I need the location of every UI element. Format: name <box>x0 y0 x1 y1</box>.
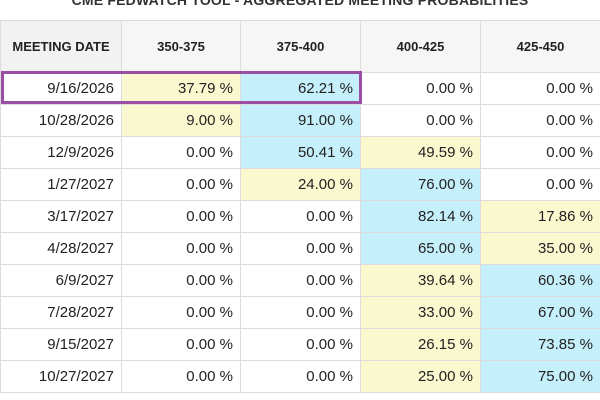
probability-cell: 65.00 % <box>360 232 481 265</box>
probability-cell: 33.00 % <box>360 296 481 329</box>
table-row[interactable]: 3/17/2027 0.00 % 0.00 % 82.14 % 17.86 % <box>0 200 600 233</box>
probability-cell: 60.36 % <box>480 264 600 297</box>
probability-cell: 0.00 % <box>121 168 241 201</box>
table-row[interactable]: 10/27/2027 0.00 % 0.00 % 25.00 % 75.00 % <box>0 360 600 393</box>
probability-cell: 0.00 % <box>121 296 241 329</box>
probability-cell: 0.00 % <box>240 296 361 329</box>
meeting-date-cell: 7/28/2027 <box>0 296 122 329</box>
probability-cell: 24.00 % <box>240 168 361 201</box>
probability-cell: 76.00 % <box>360 168 481 201</box>
column-header-375-400[interactable]: 375-400 <box>240 20 361 73</box>
probability-cell: 0.00 % <box>121 200 241 233</box>
probability-cell: 0.00 % <box>240 232 361 265</box>
probability-cell: 0.00 % <box>480 136 600 169</box>
column-header-350-375[interactable]: 350-375 <box>121 20 241 73</box>
header-row: MEETING DATE 350-375 375-400 400-425 425… <box>0 20 600 73</box>
probability-cell: 0.00 % <box>480 72 600 105</box>
probability-cell: 0.00 % <box>240 328 361 361</box>
table-row[interactable]: 9/15/2027 0.00 % 0.00 % 26.15 % 73.85 % <box>0 328 600 361</box>
probability-cell: 0.00 % <box>121 360 241 393</box>
meeting-date-cell: 3/17/2027 <box>0 200 122 233</box>
table-row[interactable]: 9/16/2026 37.79 % 62.21 % 0.00 % 0.00 % <box>0 72 600 105</box>
probability-cell: 0.00 % <box>480 168 600 201</box>
probability-cell: 67.00 % <box>480 296 600 329</box>
meeting-date-cell: 10/27/2027 <box>0 360 122 393</box>
probability-cell: 26.15 % <box>360 328 481 361</box>
probability-cell: 0.00 % <box>121 264 241 297</box>
probability-cell: 0.00 % <box>240 264 361 297</box>
probability-cell: 0.00 % <box>240 360 361 393</box>
probability-cell: 91.00 % <box>240 104 361 137</box>
meeting-date-cell: 1/27/2027 <box>0 168 122 201</box>
probability-cell: 50.41 % <box>240 136 361 169</box>
probability-cell: 37.79 % <box>121 72 241 105</box>
probability-cell: 35.00 % <box>480 232 600 265</box>
probability-cell: 0.00 % <box>121 136 241 169</box>
probability-cell: 17.86 % <box>480 200 600 233</box>
meeting-date-cell: 9/16/2026 <box>0 72 122 105</box>
table-row[interactable]: 10/28/2026 9.00 % 91.00 % 0.00 % 0.00 % <box>0 104 600 137</box>
column-header-meeting-date[interactable]: MEETING DATE <box>0 20 122 73</box>
meeting-date-cell: 10/28/2026 <box>0 104 122 137</box>
probability-cell: 82.14 % <box>360 200 481 233</box>
meeting-date-cell: 9/15/2027 <box>0 328 122 361</box>
table-row[interactable]: 7/28/2027 0.00 % 0.00 % 33.00 % 67.00 % <box>0 296 600 329</box>
probability-cell: 73.85 % <box>480 328 600 361</box>
probability-cell: 9.00 % <box>121 104 241 137</box>
meeting-date-cell: 12/9/2026 <box>0 136 122 169</box>
table-title: CME FEDWATCH TOOL - AGGREGATED MEETING P… <box>71 0 529 8</box>
column-header-425-450[interactable]: 425-450 <box>480 20 600 73</box>
probability-cell: 0.00 % <box>360 104 481 137</box>
probability-cell: 0.00 % <box>480 104 600 137</box>
table-row[interactable]: 4/28/2027 0.00 % 0.00 % 65.00 % 35.00 % <box>0 232 600 265</box>
probability-cell: 0.00 % <box>360 72 481 105</box>
probability-cell: 0.00 % <box>121 328 241 361</box>
probabilities-table: MEETING DATE 350-375 375-400 400-425 425… <box>0 20 600 393</box>
probability-cell: 75.00 % <box>480 360 600 393</box>
meeting-date-cell: 6/9/2027 <box>0 264 122 297</box>
meeting-date-cell: 4/28/2027 <box>0 232 122 265</box>
probability-cell: 39.64 % <box>360 264 481 297</box>
probability-cell: 62.21 % <box>240 72 361 105</box>
table-row[interactable]: 12/9/2026 0.00 % 50.41 % 49.59 % 0.00 % <box>0 136 600 169</box>
probability-cell: 25.00 % <box>360 360 481 393</box>
table-row[interactable]: 6/9/2027 0.00 % 0.00 % 39.64 % 60.36 % <box>0 264 600 297</box>
probability-cell: 0.00 % <box>240 200 361 233</box>
probability-cell: 0.00 % <box>121 232 241 265</box>
probability-cell: 49.59 % <box>360 136 481 169</box>
table-row[interactable]: 1/27/2027 0.00 % 24.00 % 76.00 % 0.00 % <box>0 168 600 201</box>
column-header-400-425[interactable]: 400-425 <box>360 20 481 73</box>
